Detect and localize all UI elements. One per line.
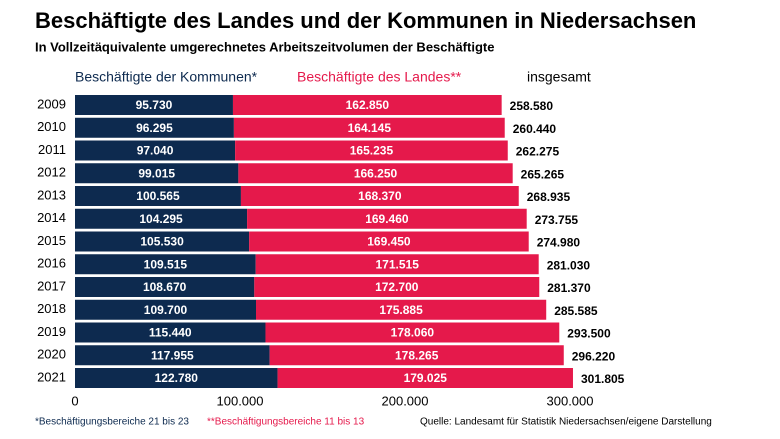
bar-segment xyxy=(75,117,234,138)
value-label: 166.250 xyxy=(354,166,398,180)
value-label: 99.015 xyxy=(138,166,175,180)
bar-segment xyxy=(75,231,250,252)
value-label: 171.515 xyxy=(376,257,420,271)
bar-segment xyxy=(75,322,266,343)
value-label: 162.850 xyxy=(346,98,390,112)
bar-segment xyxy=(75,163,239,184)
value-label: 115.440 xyxy=(149,326,192,340)
bar-segment xyxy=(75,299,257,320)
y-tick-label: 2010 xyxy=(37,119,66,134)
total-label: 293.500 xyxy=(567,327,611,341)
bar-segment xyxy=(256,299,547,320)
y-tick-label: 2021 xyxy=(37,369,66,384)
value-label: 95.730 xyxy=(136,98,173,112)
y-tick-label: 2011 xyxy=(38,142,66,157)
footnote: *Beschäftigungsbereiche 21 bis 23 xyxy=(35,417,189,428)
legend-label: Beschäftigte der Kommunen* xyxy=(75,69,258,85)
total-label: 301.805 xyxy=(581,372,625,386)
bar-segment xyxy=(75,140,236,161)
bar-segment xyxy=(75,368,278,388)
legend-label: insgesamt xyxy=(527,69,591,85)
value-label: 100.565 xyxy=(136,189,180,203)
value-label: 175.885 xyxy=(379,303,423,317)
bar-segment xyxy=(249,231,529,252)
footnote: **Beschäftigungsbereiche 11 bis 13 xyxy=(207,417,365,428)
x-tick-label: 300.000 xyxy=(547,393,594,408)
bar-segment xyxy=(255,254,539,275)
value-label: 172.700 xyxy=(375,280,419,294)
total-label: 265.265 xyxy=(521,167,565,181)
chart-title: Beschäftigte des Landes und der Kommunen… xyxy=(35,8,696,33)
bar-segment xyxy=(233,117,505,138)
value-label: 165.235 xyxy=(350,144,394,158)
x-tick-label: 0 xyxy=(71,393,78,408)
value-label: 178.060 xyxy=(391,326,435,340)
y-tick-label: 2015 xyxy=(37,233,66,248)
value-label: 96.295 xyxy=(136,121,173,135)
value-label: 179.025 xyxy=(404,371,448,385)
bar-segment xyxy=(238,163,513,184)
value-label: 169.460 xyxy=(365,212,409,226)
bar-segment xyxy=(235,140,508,161)
total-label: 262.275 xyxy=(516,145,560,159)
bar-segment xyxy=(247,208,527,229)
value-label: 108.670 xyxy=(143,280,187,294)
total-label: 274.980 xyxy=(537,236,581,250)
bar-segment xyxy=(265,322,560,343)
value-label: 104.295 xyxy=(139,212,183,226)
bar-segment xyxy=(269,345,564,366)
bar-segment xyxy=(75,345,270,366)
chart-subtitle: In Vollzeitäquivalente umgerechnetes Arb… xyxy=(35,39,494,54)
bar-segment xyxy=(254,277,540,297)
bar-segment xyxy=(277,368,573,388)
x-tick-label: 100.000 xyxy=(217,393,264,408)
value-label: 169.450 xyxy=(367,235,411,249)
bar-segment xyxy=(75,254,256,275)
y-tick-label: 2009 xyxy=(37,96,66,111)
y-tick-label: 2017 xyxy=(37,278,66,293)
bar-segment xyxy=(75,277,255,297)
value-label: 122.780 xyxy=(155,371,199,385)
total-label: 281.370 xyxy=(547,281,591,295)
x-tick-label: 200.000 xyxy=(382,393,429,408)
value-label: 105.530 xyxy=(140,235,184,249)
value-label: 117.955 xyxy=(151,348,194,362)
value-label: 164.145 xyxy=(348,121,392,135)
value-label: 178.265 xyxy=(395,348,439,362)
legend-label: Beschäftigte des Landes** xyxy=(297,69,462,85)
total-label: 260.440 xyxy=(513,122,557,136)
y-tick-label: 2013 xyxy=(37,187,66,202)
source: Quelle: Landesamt für Statistik Niedersa… xyxy=(420,417,712,428)
bar-segment xyxy=(232,95,502,115)
value-label: 97.040 xyxy=(137,144,174,158)
value-label: 109.515 xyxy=(144,257,188,271)
bar-segment xyxy=(240,186,519,206)
total-label: 285.585 xyxy=(554,304,598,318)
y-tick-label: 2016 xyxy=(37,256,66,271)
total-label: 258.580 xyxy=(510,99,554,113)
total-label: 296.220 xyxy=(572,349,616,363)
y-tick-label: 2018 xyxy=(37,301,66,316)
value-label: 168.370 xyxy=(358,189,402,203)
y-tick-label: 2019 xyxy=(37,324,66,339)
y-tick-label: 2012 xyxy=(37,165,66,180)
bar-segment xyxy=(75,95,233,115)
y-tick-label: 2020 xyxy=(37,347,66,362)
total-label: 268.935 xyxy=(527,190,571,204)
total-label: 281.030 xyxy=(547,258,591,272)
bar-segment xyxy=(75,186,241,206)
total-label: 273.755 xyxy=(535,213,579,227)
y-tick-label: 2014 xyxy=(37,210,66,225)
bar-segment xyxy=(75,208,248,229)
value-label: 109.700 xyxy=(144,303,188,317)
